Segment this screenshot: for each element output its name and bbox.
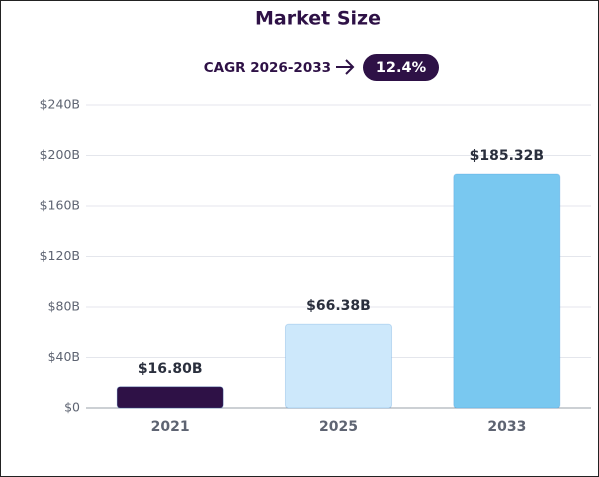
x-tick-label: 2021	[151, 419, 190, 435]
value-label: $66.38B	[306, 298, 371, 314]
y-tick-label: $0	[64, 400, 80, 415]
y-tick-label: $200B	[40, 147, 80, 162]
x-tick-label: 2033	[487, 419, 526, 435]
cagr-label: CAGR 2026-2033	[204, 60, 331, 76]
bar	[284, 323, 393, 409]
bar	[453, 173, 561, 409]
bar	[116, 386, 224, 409]
y-tick-label: $80B	[48, 299, 80, 314]
y-tick-label: $40B	[48, 349, 80, 364]
y-tick-label: $160B	[40, 198, 80, 213]
chart-title: Market Size	[255, 8, 381, 30]
x-tick-label: 2025	[319, 419, 358, 435]
value-label: $185.32B	[470, 148, 544, 164]
y-tick-label: $120B	[40, 248, 80, 263]
value-label: $16.80B	[138, 361, 203, 377]
cagr-value: 12.4%	[376, 60, 427, 76]
arrow	[336, 59, 355, 75]
y-tick-label: $240B	[40, 97, 80, 112]
cagr-pill	[363, 54, 439, 81]
